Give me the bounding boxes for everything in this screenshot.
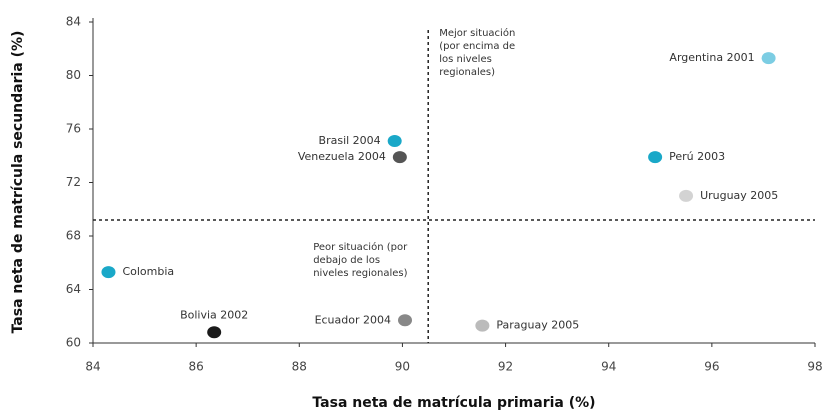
- x-tick-label: 84: [85, 360, 100, 374]
- point: [392, 151, 407, 164]
- x-tick-label: 90: [395, 360, 410, 374]
- point-label: Perú 2003: [669, 150, 725, 163]
- annotation: debajo de los: [313, 255, 380, 266]
- x-tick-label: 94: [601, 360, 616, 374]
- point: [101, 266, 116, 279]
- point: [387, 135, 402, 148]
- x-tick-label: 92: [498, 360, 513, 374]
- y-tick-label: 72: [66, 175, 81, 189]
- y-tick-label: 76: [66, 122, 81, 136]
- point-label: Brasil 2004: [319, 134, 381, 147]
- x-tick-label: 86: [189, 360, 204, 374]
- annotation: regionales): [439, 67, 495, 78]
- y-tick-label: 60: [66, 336, 81, 350]
- point: [475, 319, 490, 332]
- point-label: Venezuela 2004: [298, 150, 386, 163]
- point-label: Paraguay 2005: [496, 319, 579, 332]
- point: [648, 151, 663, 164]
- point: [207, 326, 222, 339]
- point-label: Ecuador 2004: [315, 313, 391, 326]
- point: [761, 52, 776, 65]
- annotation: (por encima de: [439, 41, 515, 52]
- y-tick-label: 68: [66, 229, 81, 243]
- point: [679, 189, 694, 202]
- x-tick-label: 96: [704, 360, 719, 374]
- y-axis-title: Tasa neta de matrícula secundaria (%): [10, 31, 26, 334]
- x-tick-label: 88: [292, 360, 307, 374]
- point-label: Uruguay 2005: [700, 189, 778, 202]
- point-label: Argentina 2001: [669, 51, 754, 64]
- y-tick-label: 80: [66, 68, 81, 82]
- y-tick-label: 84: [66, 15, 81, 29]
- annotation: Mejor situación: [439, 27, 515, 39]
- x-tick-label: 98: [807, 360, 822, 374]
- x-axis-title: Tasa neta de matrícula primaria (%): [312, 395, 595, 411]
- point-label: Colombia: [122, 265, 174, 278]
- annotation: Peor situación (por: [313, 241, 408, 253]
- point-label: Bolivia 2002: [180, 308, 248, 321]
- annotation: niveles regionales): [313, 268, 407, 279]
- y-tick-label: 64: [66, 282, 81, 296]
- annotation: los niveles: [439, 54, 492, 65]
- point: [398, 314, 413, 327]
